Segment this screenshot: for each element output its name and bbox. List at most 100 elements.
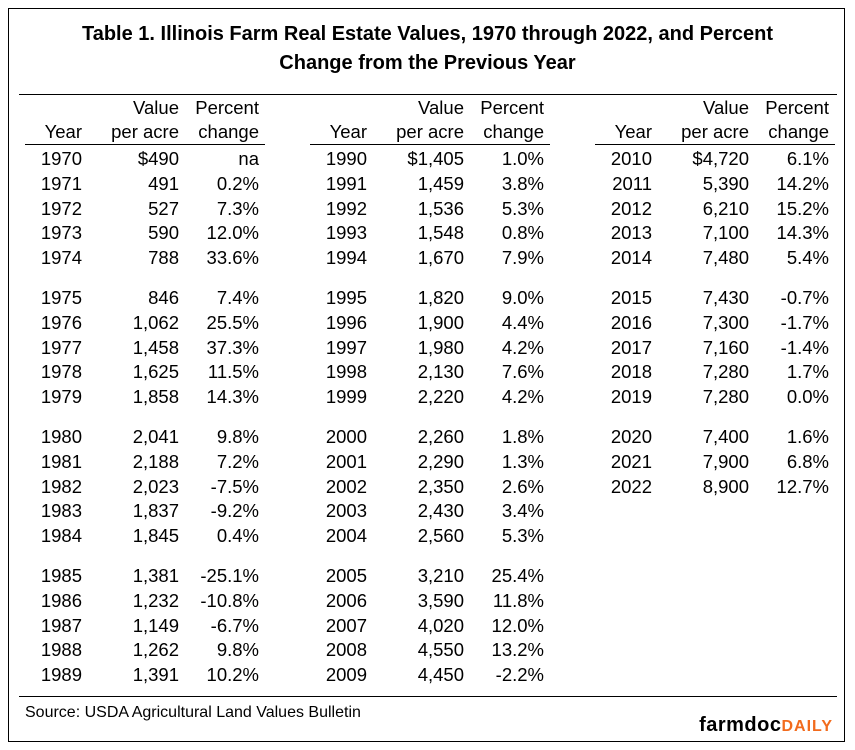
- year-cell: 1986: [40, 589, 82, 611]
- table-title: Table 1. Illinois Farm Real Estate Value…: [0, 20, 855, 78]
- header-value-bottom: per acre: [681, 121, 749, 142]
- percent-cell: 12.7%: [776, 475, 829, 497]
- table-row: 2014 7,480 5.4%: [595, 246, 835, 271]
- percent-cell: 12.0%: [491, 614, 544, 636]
- value-cell: 5,390: [702, 172, 749, 194]
- value-cell: 4,020: [417, 614, 464, 636]
- year-cell: 1995: [325, 286, 367, 308]
- percent-cell: 7.6%: [501, 361, 544, 383]
- year-cell: 1976: [40, 311, 82, 333]
- table-row: 1985 1,381 -25.1%: [25, 564, 265, 589]
- year-cell: 2012: [610, 197, 652, 219]
- value-cell: 1,458: [132, 336, 179, 358]
- table-row: 2017 7,160 -1.4%: [595, 336, 835, 361]
- percent-cell: 9.8%: [216, 639, 259, 661]
- value-cell: 8,900: [702, 475, 749, 497]
- value-cell: 2,220: [417, 386, 464, 408]
- percent-cell: 7.4%: [216, 286, 259, 308]
- percent-cell: 14.3%: [206, 386, 259, 408]
- value-cell: 2,290: [417, 450, 464, 472]
- farmdoc-daily-logo: farmdocDAILY: [699, 714, 833, 737]
- percent-cell: 4.2%: [501, 336, 544, 358]
- year-cell: 2018: [610, 361, 652, 383]
- table-row: 2016 7,300 -1.7%: [595, 311, 835, 336]
- title-line-2: Change from the Previous Year: [279, 52, 576, 74]
- value-cell: 1,670: [417, 247, 464, 269]
- year-cell: 2007: [325, 614, 367, 636]
- value-cell: 7,900: [702, 450, 749, 472]
- percent-cell: -1.7%: [780, 311, 829, 333]
- value-cell: 1,459: [417, 172, 464, 194]
- percent-cell: 33.6%: [206, 247, 259, 269]
- percent-cell: 1.3%: [501, 450, 544, 472]
- table-row: 1977 1,458 37.3%: [25, 336, 265, 361]
- year-cell: 2000: [325, 425, 367, 447]
- percent-cell: 11.8%: [492, 589, 544, 611]
- value-cell: 2,260: [417, 425, 464, 447]
- table-row: 2010 $4,720 6.1%: [595, 147, 835, 172]
- table-row: 1990 $1,405 1.0%: [310, 147, 550, 172]
- percent-cell: 1.8%: [501, 425, 544, 447]
- value-cell: 1,391: [132, 664, 179, 686]
- table-row: 1982 2,023 -7.5%: [25, 475, 265, 500]
- year-cell: 2015: [610, 286, 652, 308]
- value-cell: $4,720: [692, 148, 749, 169]
- value-cell: 7,400: [702, 425, 749, 447]
- percent-cell: -6.7%: [210, 614, 259, 636]
- table-row: 2005 3,210 25.4%: [310, 564, 550, 589]
- column-header: Value Percent Year per acre change: [25, 96, 265, 145]
- value-cell: 3,210: [417, 564, 464, 586]
- table-row: 1992 1,536 5.3%: [310, 197, 550, 222]
- percent-cell: 9.0%: [501, 286, 544, 308]
- value-cell: 788: [148, 247, 179, 269]
- table-row: 2006 3,590 11.8%: [310, 589, 550, 614]
- table-row: 1997 1,980 4.2%: [310, 336, 550, 361]
- percent-cell: -0.7%: [780, 286, 829, 308]
- header-value-bottom: per acre: [111, 121, 179, 142]
- table-row: 2008 4,550 13.2%: [310, 638, 550, 663]
- table-row: 2022 8,900 12.7%: [595, 475, 835, 500]
- year-cell: 1996: [325, 311, 367, 333]
- table-row: 2021 7,900 6.8%: [595, 450, 835, 475]
- value-cell: 590: [148, 222, 179, 244]
- year-cell: 1989: [40, 664, 82, 686]
- top-rule: [19, 94, 837, 95]
- percent-cell: 0.0%: [786, 386, 829, 408]
- value-cell: $490: [137, 148, 179, 169]
- logo-main-text: farmdoc: [699, 714, 782, 736]
- table-row: 1979 1,858 14.3%: [25, 385, 265, 410]
- year-cell: 1975: [40, 286, 82, 308]
- value-cell: 2,188: [132, 450, 179, 472]
- table-row: 2002 2,350 2.6%: [310, 475, 550, 500]
- table-row: 1986 1,232 -10.8%: [25, 589, 265, 614]
- value-cell: 1,149: [132, 614, 179, 636]
- value-cell: 3,590: [417, 589, 464, 611]
- table-row: 2003 2,430 3.4%: [310, 499, 550, 524]
- table-row: 2019 7,280 0.0%: [595, 385, 835, 410]
- table-row: 1978 1,625 11.5%: [25, 360, 265, 385]
- table-row: 2001 2,290 1.3%: [310, 450, 550, 475]
- bottom-rule: [19, 696, 837, 697]
- header-percent-bottom: change: [483, 121, 544, 142]
- percent-cell: -9.2%: [210, 500, 259, 522]
- value-cell: 2,350: [417, 475, 464, 497]
- value-cell: 1,845: [132, 525, 179, 547]
- header-year: Year: [614, 121, 652, 142]
- value-cell: 4,550: [417, 639, 464, 661]
- table-column-1970s-80s: Value Percent Year per acre change 1970 $490 na…: [25, 96, 265, 688]
- year-cell: 2002: [325, 475, 367, 497]
- table-row: 1975 846 7.4%: [25, 286, 265, 311]
- year-cell: 2001: [325, 450, 367, 472]
- year-cell: 1972: [40, 197, 82, 219]
- year-cell: 2013: [610, 222, 652, 244]
- table-row: 1994 1,670 7.9%: [310, 246, 550, 271]
- year-cell: 2020: [610, 425, 652, 447]
- header-value-bottom: per acre: [396, 121, 464, 142]
- header-year: Year: [44, 121, 82, 142]
- value-cell: 1,820: [417, 286, 464, 308]
- value-cell: 1,232: [132, 589, 179, 611]
- year-cell: 1984: [40, 525, 82, 547]
- table-row: 1998 2,130 7.6%: [310, 360, 550, 385]
- table-row: 2020 7,400 1.6%: [595, 425, 835, 450]
- table-row: 1971 491 0.2%: [25, 172, 265, 197]
